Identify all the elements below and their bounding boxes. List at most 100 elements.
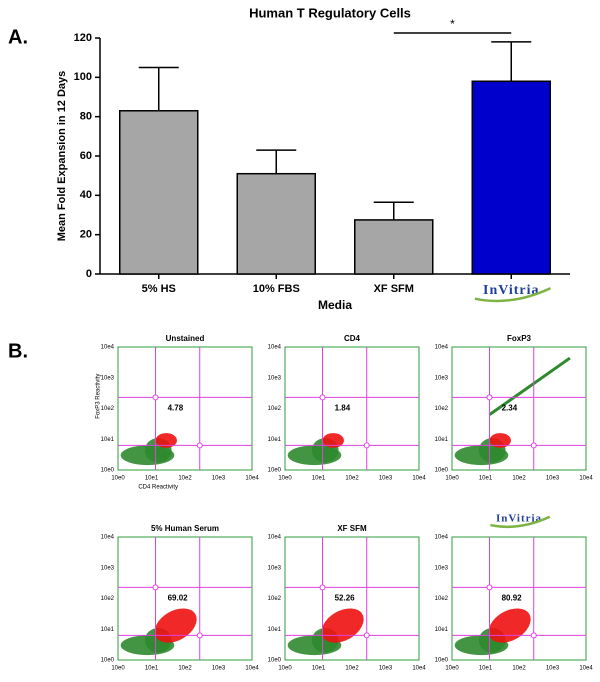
gate-handle — [196, 632, 203, 639]
gate-handle — [196, 442, 203, 449]
panel-title: Unstained — [166, 334, 205, 343]
x-tick-label: 10e3 — [212, 666, 226, 672]
gate-percent: 69.02 — [168, 594, 189, 603]
x-tick-label: 10e4 — [245, 666, 259, 672]
y-tick-label: 10e3 — [101, 375, 115, 381]
y-tick-label: 10e0 — [268, 658, 282, 664]
x-tick-label: 10e1 — [145, 666, 159, 672]
x-axis-label: Media — [318, 298, 352, 312]
cell-trail — [488, 356, 571, 416]
y-tick-label: 10e2 — [268, 596, 282, 602]
y-tick-label: 10e1 — [435, 437, 449, 443]
cell-cloud-positive — [322, 433, 344, 448]
x-tick-label: 10e1 — [312, 476, 326, 482]
y-axis-label: FoxP3 Reactivity — [96, 374, 102, 419]
logo-swoosh — [490, 515, 551, 529]
x-tick-label: 10e4 — [412, 666, 426, 672]
cell-cloud-positive — [321, 608, 364, 643]
x-tick-label: 10e4 — [579, 476, 593, 482]
y-tick-label: 10e4 — [101, 345, 115, 351]
cell-cloud-positive — [154, 608, 197, 643]
cell-cloud-positive — [488, 608, 531, 643]
y-tick-label: 100 — [74, 71, 92, 83]
bar — [471, 80, 551, 275]
x-tick-label: 10e0 — [278, 476, 292, 482]
x-tick-label: 10e2 — [345, 666, 359, 672]
flow-panel: 4.78 Unstained 10e0 10e0 10e1 10e1 10e2 10e2 10e… — [96, 334, 260, 490]
y-tick-label: 10e1 — [435, 627, 449, 633]
gate-handle — [152, 584, 159, 591]
x-tick-label: 10e3 — [379, 476, 393, 482]
y-tick-label: 40 — [80, 189, 92, 201]
y-tick-label: 10e3 — [268, 375, 282, 381]
flow-panel: 52.26 XF SFM 10e0 10e0 10e1 10e1 10e2 10e2 10e3 1… — [268, 524, 427, 671]
logo-swoosh — [474, 287, 551, 303]
y-tick-label: 10e1 — [101, 437, 115, 443]
logo-text: InVitria — [496, 513, 542, 525]
gate-handle — [486, 394, 493, 401]
y-tick-label: 10e1 — [101, 627, 115, 633]
x-tick-label: 10e2 — [345, 476, 359, 482]
y-tick-label: 10e0 — [435, 468, 449, 474]
logo-text: InVitria — [483, 283, 539, 298]
significance-label: * — [450, 17, 455, 31]
y-tick-label: 10e3 — [435, 565, 449, 571]
gate-handle — [530, 632, 537, 639]
x-tick-label: 10e1 — [479, 476, 493, 482]
y-tick-label: 10e1 — [268, 627, 282, 633]
gate-percent: 2.34 — [502, 404, 518, 413]
x-tick-label: 10e0 — [278, 666, 292, 672]
x-tick-label: 10e4 — [245, 476, 259, 482]
x-tick-label: XF SFM — [374, 283, 414, 295]
y-tick-label: 10e0 — [435, 658, 449, 664]
y-tick-label: 20 — [80, 229, 92, 241]
flow-panel: 2.34 FoxP3 10e0 10e0 10e1 10e1 10e2 10e2 10e3 10e… — [435, 334, 594, 481]
x-tick-label: 10e1 — [312, 666, 326, 672]
bar — [119, 110, 199, 275]
y-tick-label: 10e3 — [268, 565, 282, 571]
y-tick-label: 60 — [80, 150, 92, 162]
gate-percent: 1.84 — [335, 404, 351, 413]
x-tick-label: 5% HS — [142, 283, 176, 295]
x-tick-label: 10e3 — [546, 476, 560, 482]
y-axis-label: Mean Fold Expansion in 12 Days — [56, 71, 68, 242]
x-tick-label: 10e2 — [178, 666, 192, 672]
x-tick-label: 10e1 — [479, 666, 493, 672]
cell-cloud-positive — [155, 433, 177, 448]
gate-handle — [363, 632, 370, 639]
y-tick-label: 10e0 — [268, 468, 282, 474]
y-tick-label: 0 — [86, 268, 92, 280]
y-tick-label: 10e4 — [435, 345, 449, 351]
y-tick-label: 10e1 — [268, 437, 282, 443]
x-axis-label: CD4 Reactivity — [138, 485, 178, 491]
x-tick-label: 10e3 — [212, 476, 226, 482]
gate-percent: 4.78 — [168, 404, 184, 413]
x-tick-label: 10e3 — [379, 666, 393, 672]
gate-handle — [363, 442, 370, 449]
y-tick-label: 10e2 — [101, 596, 115, 602]
x-tick-label: 10e4 — [412, 476, 426, 482]
y-tick-label: 10e4 — [101, 535, 115, 541]
y-tick-label: 80 — [80, 111, 92, 123]
gate-handle — [152, 394, 159, 401]
chart-title: Human T Regulatory Cells — [249, 5, 411, 20]
x-tick-label: 10e2 — [512, 666, 526, 672]
y-tick-label: 10e0 — [101, 468, 115, 474]
panel-title: XF SFM — [337, 524, 367, 533]
gate-handle — [530, 442, 537, 449]
x-tick-label: 10e0 — [445, 476, 459, 482]
y-tick-label: 10e2 — [101, 406, 115, 412]
flow-panel: 69.02 5% Human Serum 10e0 10e0 10e1 10e1 10e2 1… — [101, 524, 260, 671]
y-tick-label: 120 — [74, 32, 92, 44]
panel-title: 5% Human Serum — [151, 524, 219, 533]
y-tick-label: 10e3 — [101, 565, 115, 571]
gate-percent: 80.92 — [502, 594, 523, 603]
y-tick-label: 10e2 — [268, 406, 282, 412]
y-tick-label: 10e4 — [435, 535, 449, 541]
panel-label: B. — [8, 340, 28, 362]
y-tick-label: 10e4 — [268, 535, 282, 541]
flow-panel: 1.84 CD4 10e0 10e0 10e1 10e1 10e2 10e2 10e3 10e3 1… — [268, 334, 427, 481]
flow-panel: 80.92 10e0 10e0 10e1 10e1 10e2 10e2 10e3 10e3 10e… — [435, 535, 594, 672]
x-tick-label: 10e0 — [111, 476, 125, 482]
